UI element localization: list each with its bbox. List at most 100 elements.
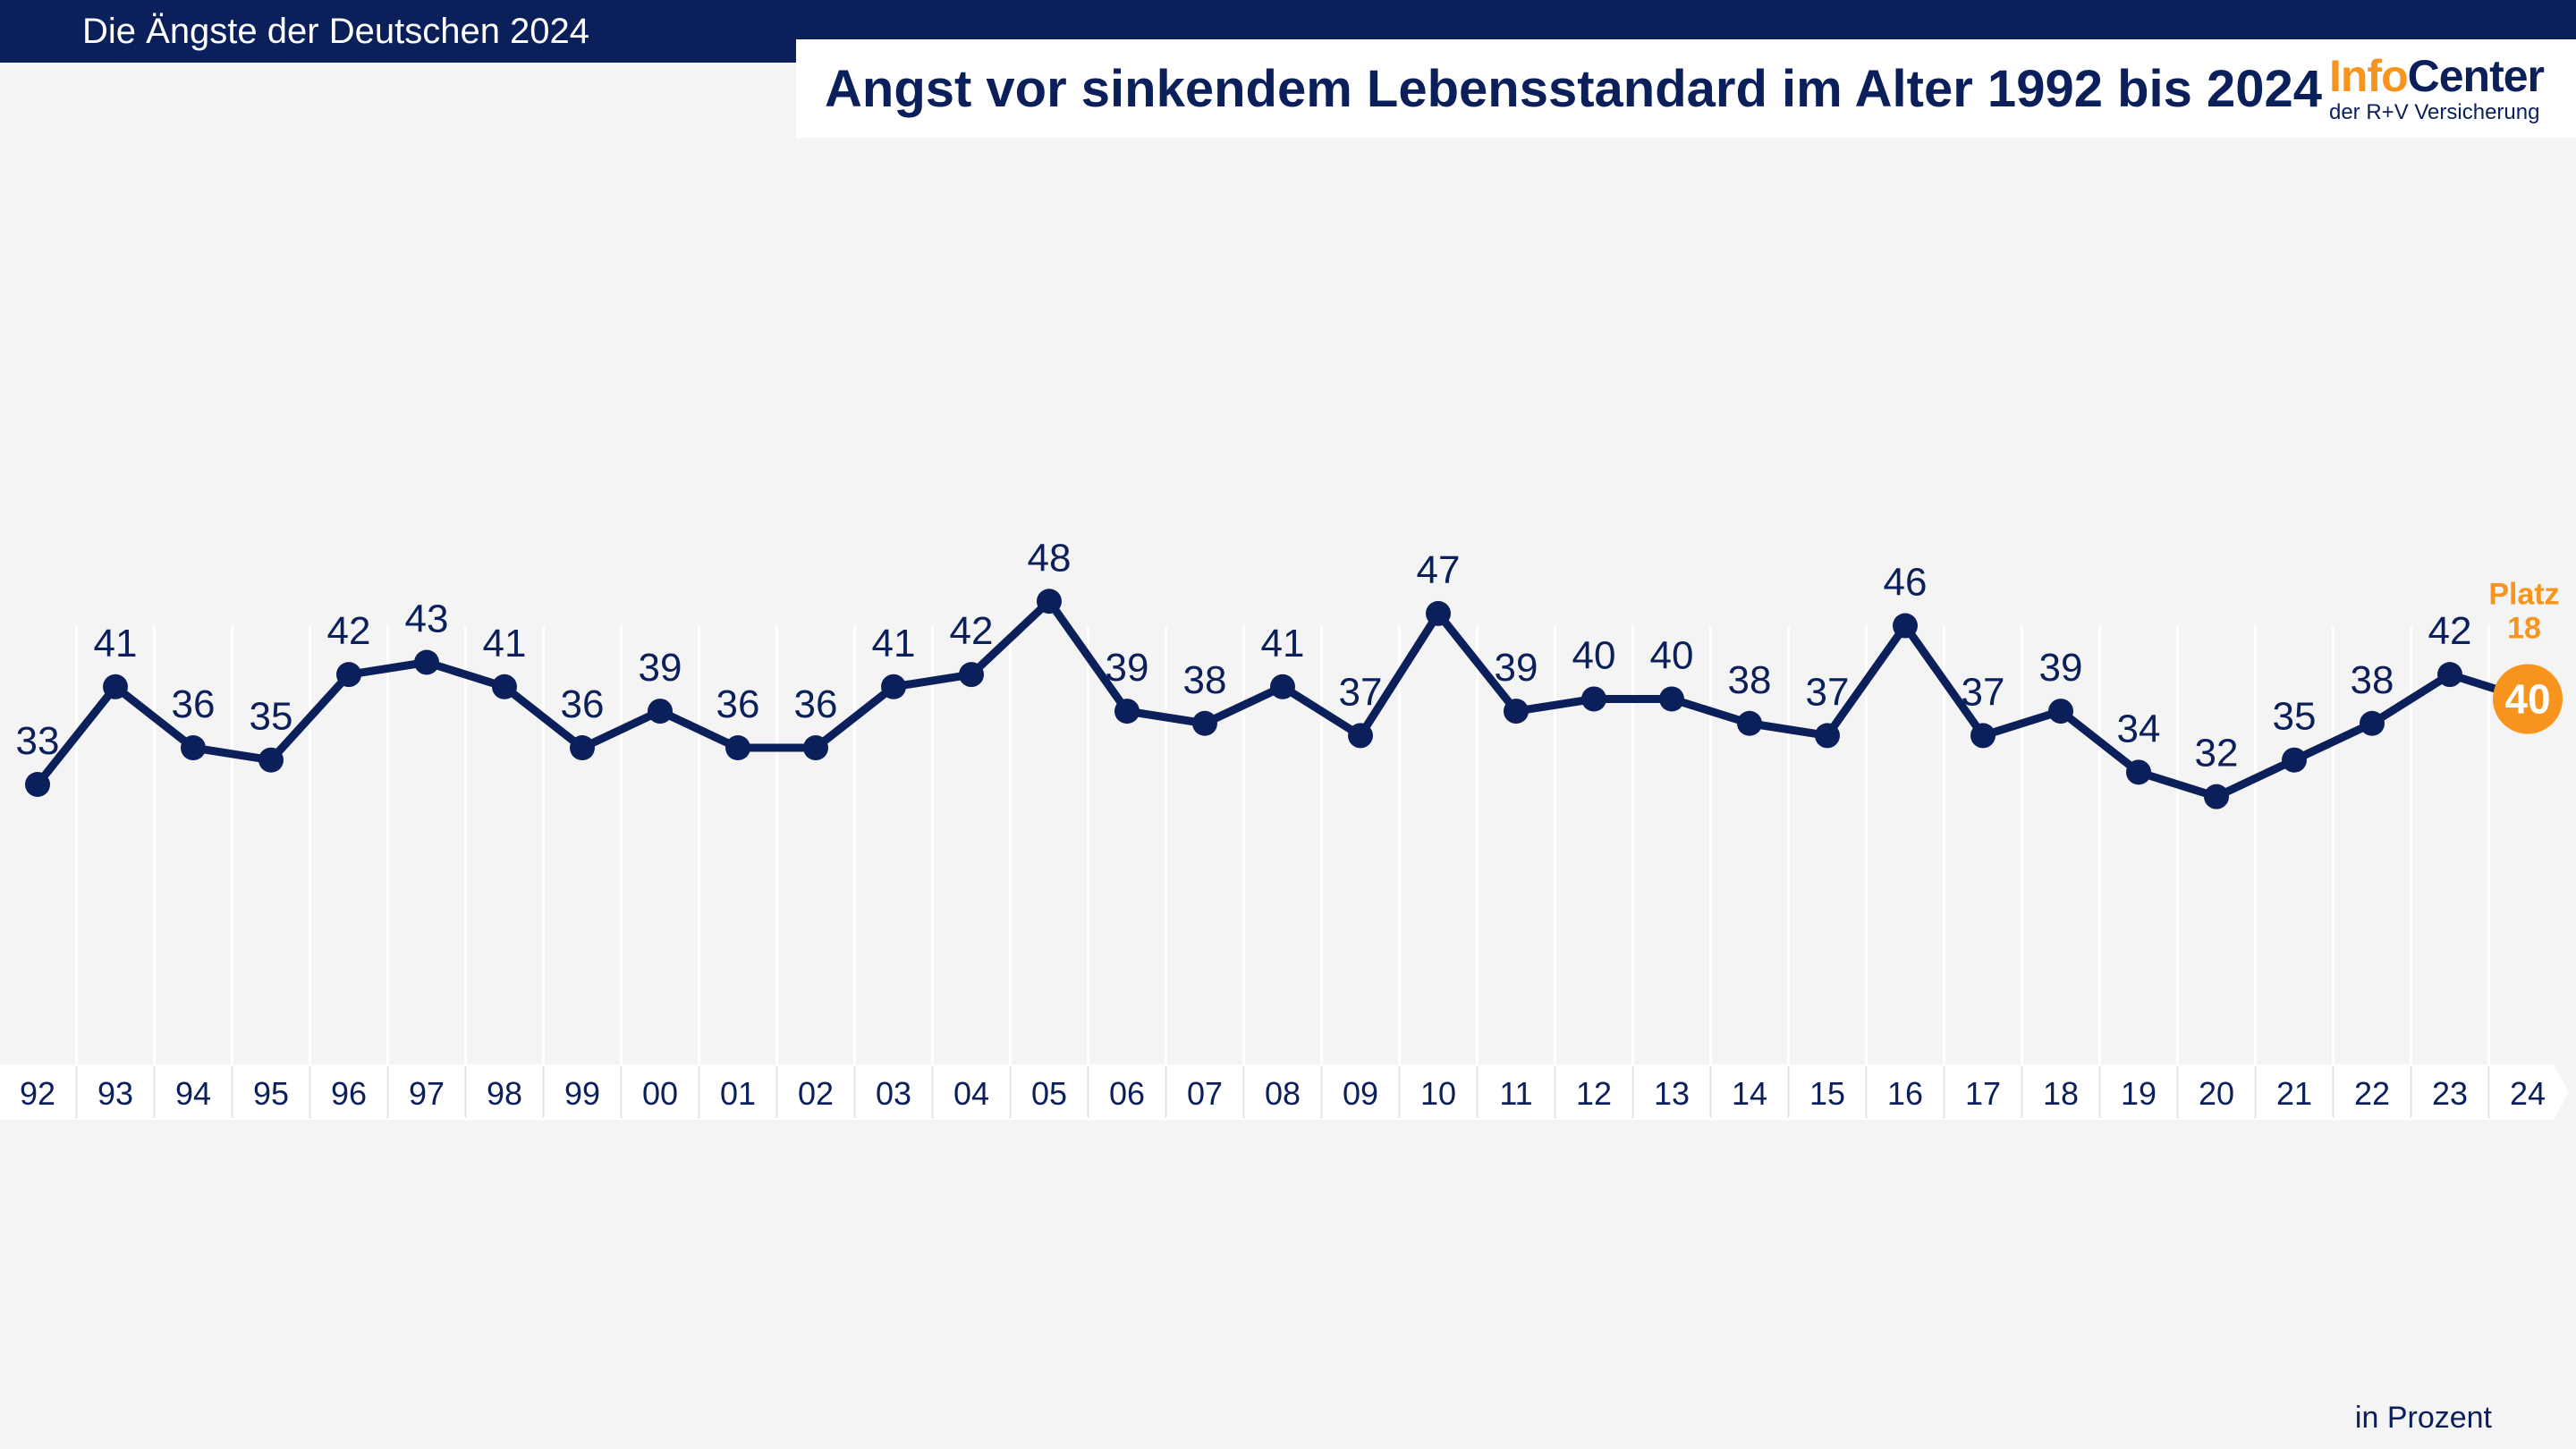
- data-point: [1270, 674, 1295, 699]
- x-tick-label: 14: [1732, 1075, 1767, 1112]
- data-label: 48: [1028, 536, 1072, 580]
- data-point: [2048, 699, 2073, 724]
- data-point: [25, 772, 50, 797]
- x-tick-label: 24: [2510, 1075, 2546, 1112]
- x-tick-label: 00: [642, 1075, 678, 1112]
- x-tick-label: 11: [1499, 1075, 1532, 1112]
- x-tick-label: 92: [20, 1075, 55, 1112]
- logo-subtitle: der R+V Versicherung: [2328, 100, 2540, 124]
- data-point: [1815, 723, 1840, 749]
- x-tick-label: 16: [1887, 1075, 1923, 1112]
- x-tick-label: 93: [97, 1075, 133, 1112]
- x-tick-label: 05: [1031, 1075, 1067, 1112]
- data-label: 42: [950, 609, 994, 653]
- data-label: 35: [250, 695, 293, 739]
- x-tick-label: 21: [2276, 1075, 2312, 1112]
- data-point: [1192, 710, 1217, 736]
- x-tick-label: 02: [798, 1075, 834, 1112]
- data-point: [1426, 600, 1451, 626]
- data-label: 41: [483, 622, 527, 665]
- data-label: 36: [794, 682, 838, 726]
- data-point: [414, 649, 439, 675]
- data-point: [103, 674, 128, 699]
- data-label: 42: [2428, 609, 2472, 653]
- rank-value: 18: [2507, 611, 2541, 645]
- x-axis: 92 93 94 95 96 97 98 99 00 01 02 03 04 05 06 07 08 09 10 11…: [0, 1064, 2569, 1120]
- data-point: [336, 662, 361, 688]
- data-label: 40: [1572, 633, 1616, 677]
- data-label: 38: [1728, 658, 1772, 702]
- x-tick-label: 97: [409, 1075, 445, 1112]
- data-label: 35: [2273, 695, 2317, 739]
- x-tick-label: 01: [720, 1075, 756, 1112]
- data-point: [181, 735, 206, 761]
- infocenter-logo: InfoCenter der R+V Versicherung: [2328, 52, 2545, 125]
- series-layer: [25, 589, 2532, 809]
- x-tick-label: 19: [2121, 1075, 2157, 1112]
- data-label: 37: [1339, 670, 1383, 714]
- x-tick-label: 98: [487, 1075, 522, 1112]
- data-point: [1037, 589, 1062, 614]
- data-label: 41: [1261, 622, 1305, 665]
- data-label: 32: [2195, 732, 2239, 775]
- data-label: 33: [16, 719, 60, 763]
- x-tick-label: 18: [2043, 1075, 2079, 1112]
- x-tick-label: 22: [2354, 1075, 2390, 1112]
- data-label: 39: [1495, 646, 1538, 690]
- data-point: [2204, 784, 2229, 809]
- data-label: 38: [1183, 658, 1227, 702]
- data-label: 40: [1650, 633, 1694, 677]
- x-tick-label: 15: [1809, 1075, 1845, 1112]
- data-label: 39: [1106, 646, 1149, 690]
- x-tick-label: 12: [1576, 1075, 1612, 1112]
- data-point: [648, 699, 673, 724]
- data-point: [803, 735, 828, 761]
- data-label: 34: [2117, 707, 2161, 750]
- grid-lines: [75, 626, 2490, 1064]
- rank-label: Platz: [2488, 577, 2559, 611]
- data-label: 36: [172, 682, 216, 726]
- data-point: [258, 747, 284, 773]
- x-tick-label: 20: [2199, 1075, 2234, 1112]
- x-tick-label: 06: [1109, 1075, 1145, 1112]
- x-tick-label: 96: [331, 1075, 367, 1112]
- series-label: Die Ängste der Deutschen 2024: [0, 0, 796, 63]
- x-tick-label: 08: [1265, 1075, 1301, 1112]
- data-label: 39: [2039, 646, 2083, 690]
- data-point: [1114, 699, 1140, 724]
- x-tick-label: 10: [1420, 1075, 1456, 1112]
- data-point: [2126, 759, 2151, 785]
- highlight-point: [2493, 664, 2563, 734]
- data-point: [1893, 613, 1918, 639]
- x-tick-label: 13: [1654, 1075, 1690, 1112]
- data-label: 41: [94, 622, 138, 665]
- data-label: 47: [1417, 548, 1461, 592]
- x-tick-label: 17: [1965, 1075, 2001, 1112]
- data-label: 38: [2351, 658, 2394, 702]
- data-label: 46: [1884, 561, 1928, 605]
- data-label: 43: [405, 597, 449, 641]
- x-tick-label: 09: [1343, 1075, 1378, 1112]
- data-point: [2437, 662, 2462, 688]
- highlight-value-label: 40: [2504, 675, 2550, 722]
- data-point: [492, 674, 517, 699]
- chart-title: Angst vor sinkendem Lebensstandard im Al…: [825, 60, 2323, 118]
- data-label: 37: [1962, 670, 2005, 714]
- data-point: [2360, 710, 2385, 736]
- data-label: 41: [872, 622, 916, 665]
- logo-wordmark: InfoCenter: [2329, 52, 2545, 100]
- data-label: 37: [1806, 670, 1850, 714]
- x-tick-label: 04: [953, 1075, 989, 1112]
- data-point: [725, 735, 750, 761]
- data-point: [570, 735, 595, 761]
- x-tick-label: 99: [564, 1075, 600, 1112]
- x-tick-label: 94: [175, 1075, 211, 1112]
- data-point: [1737, 710, 1762, 736]
- data-point: [1659, 686, 1684, 712]
- unit-label: in Prozent: [2354, 1401, 2492, 1435]
- data-label: 36: [561, 682, 605, 726]
- data-point: [2282, 747, 2307, 773]
- data-point: [959, 662, 984, 688]
